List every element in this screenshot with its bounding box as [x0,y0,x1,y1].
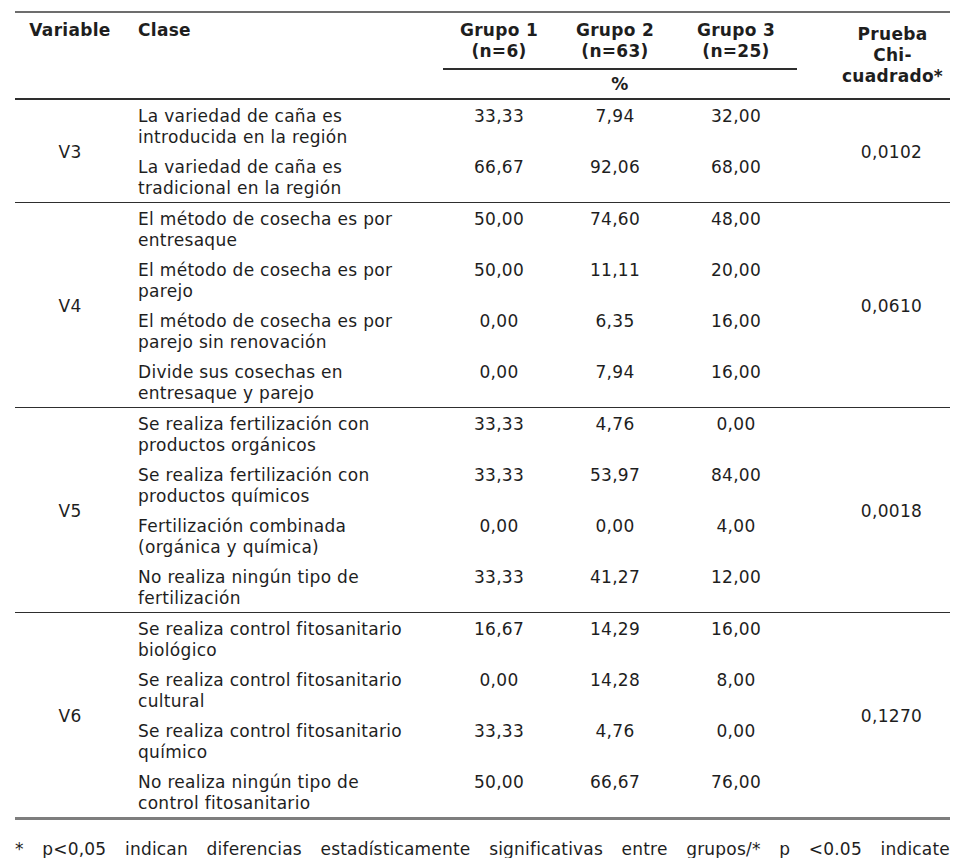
grupo2-value: 7,94 [555,99,675,151]
chi-value-v6: 0,1270 [797,613,950,819]
table-row: V5 Se realiza fertilización con producto… [15,408,950,460]
grupo2-value: 66,67 [555,766,675,819]
footnote-line-1: * p<0,05 indican diferencias estadística… [15,838,950,858]
grupo1-value: 0,00 [443,510,555,561]
grupo2-value: 92,06 [555,151,675,203]
grupo3-value: 0,00 [675,715,797,766]
clase-cell: Divide sus cosechas en entresaque y pare… [125,356,443,408]
grupo3-value: 84,00 [675,459,797,510]
column-header-variable: Variable [15,12,125,99]
grupo2-value: 14,28 [555,664,675,715]
grupo1-value: 16,67 [443,613,555,665]
grupo1-value: 33,33 [443,459,555,510]
clase-cell: El método de cosecha es por parejo [125,254,443,305]
clase-cell: No realiza ningún tipo de control fitosa… [125,766,443,819]
grupo3-name: Grupo 3 [675,20,797,41]
page: Variable Clase Grupo 1 (n=6) Grupo 2 (n=… [15,11,950,858]
grupo3-value: 4,00 [675,510,797,561]
grupo2-value: 53,97 [555,459,675,510]
column-header-chi-cuadrado: Prueba Chi- cuadrado* [797,12,950,99]
grupo1-value: 33,33 [443,561,555,613]
variable-cell-v5: V5 [15,408,125,613]
column-header-clase: Clase [125,12,443,99]
grupo3-value: 0,00 [675,408,797,460]
grupo3-value: 16,00 [675,305,797,356]
grupo1-value: 50,00 [443,254,555,305]
clase-cell: Se realiza control fitosanitario químico [125,715,443,766]
grupo1-n: (n=6) [443,41,555,62]
grupo3-n: (n=25) [675,41,797,62]
table-header: Variable Clase Grupo 1 (n=6) Grupo 2 (n=… [15,12,950,99]
grupo1-value: 66,67 [443,151,555,203]
results-table: Variable Clase Grupo 1 (n=6) Grupo 2 (n=… [15,11,950,820]
clase-cell: Se realiza fertilización con productos o… [125,408,443,460]
column-header-grupo2: Grupo 2 (n=63) [555,12,675,69]
grupo1-value: 0,00 [443,305,555,356]
chi-value-v3: 0,0102 [797,99,950,203]
chi-header-line-2: Chi- [835,45,950,66]
grupo1-name: Grupo 1 [443,20,555,41]
grupo2-value: 74,60 [555,203,675,255]
clase-cell: El método de cosecha es por parejo sin r… [125,305,443,356]
percent-unit-header: % [443,69,797,99]
column-header-grupo1: Grupo 1 (n=6) [443,12,555,69]
grupo1-value: 50,00 [443,203,555,255]
footnote: * p<0,05 indican diferencias estadística… [15,838,950,858]
grupo2-name: Grupo 2 [555,20,675,41]
grupo2-value: 0,00 [555,510,675,561]
table-body: V3 La variedad de caña es introducida en… [15,99,950,819]
grupo3-value: 16,00 [675,356,797,408]
clase-cell: Se realiza fertilización con productos q… [125,459,443,510]
table-row: V3 La variedad de caña es introducida en… [15,99,950,151]
clase-cell: Se realiza control fitosanitario biológi… [125,613,443,665]
table-row: V4 El método de cosecha es por entresaqu… [15,203,950,255]
grupo1-value: 33,33 [443,408,555,460]
clase-cell: El método de cosecha es por entresaque [125,203,443,255]
chi-value-v5: 0,0018 [797,408,950,613]
grupo2-value: 4,76 [555,408,675,460]
grupo3-value: 68,00 [675,151,797,203]
grupo3-value: 32,00 [675,99,797,151]
column-header-grupo3: Grupo 3 (n=25) [675,12,797,69]
grupo1-value: 0,00 [443,356,555,408]
grupo3-value: 48,00 [675,203,797,255]
variable-cell-v4: V4 [15,203,125,408]
grupo2-value: 4,76 [555,715,675,766]
chi-header-line-1: Prueba [835,24,950,45]
grupo2-value: 7,94 [555,356,675,408]
grupo2-value: 6,35 [555,305,675,356]
grupo3-value: 12,00 [675,561,797,613]
variable-cell-v3: V3 [15,99,125,203]
grupo2-value: 14,29 [555,613,675,665]
grupo3-value: 16,00 [675,613,797,665]
grupo3-value: 8,00 [675,664,797,715]
header-row-1: Variable Clase Grupo 1 (n=6) Grupo 2 (n=… [15,12,950,69]
grupo3-value: 76,00 [675,766,797,819]
grupo2-value: 11,11 [555,254,675,305]
variable-cell-v6: V6 [15,613,125,819]
grupo1-value: 0,00 [443,664,555,715]
chi-value-v4: 0,0610 [797,203,950,408]
clase-cell: Se realiza control fitosanitario cultura… [125,664,443,715]
grupo2-n: (n=63) [555,41,675,62]
chi-header-line-3: cuadrado* [835,66,950,87]
table-row: V6 Se realiza control fitosanitario biol… [15,613,950,665]
clase-cell: No realiza ningún tipo de fertilización [125,561,443,613]
clase-cell: La variedad de caña es introducida en la… [125,99,443,151]
grupo3-value: 20,00 [675,254,797,305]
clase-cell: La variedad de caña es tradicional en la… [125,151,443,203]
grupo1-value: 33,33 [443,715,555,766]
clase-cell: Fertilización combinada (orgánica y quím… [125,510,443,561]
grupo1-value: 33,33 [443,99,555,151]
grupo2-value: 41,27 [555,561,675,613]
grupo1-value: 50,00 [443,766,555,819]
